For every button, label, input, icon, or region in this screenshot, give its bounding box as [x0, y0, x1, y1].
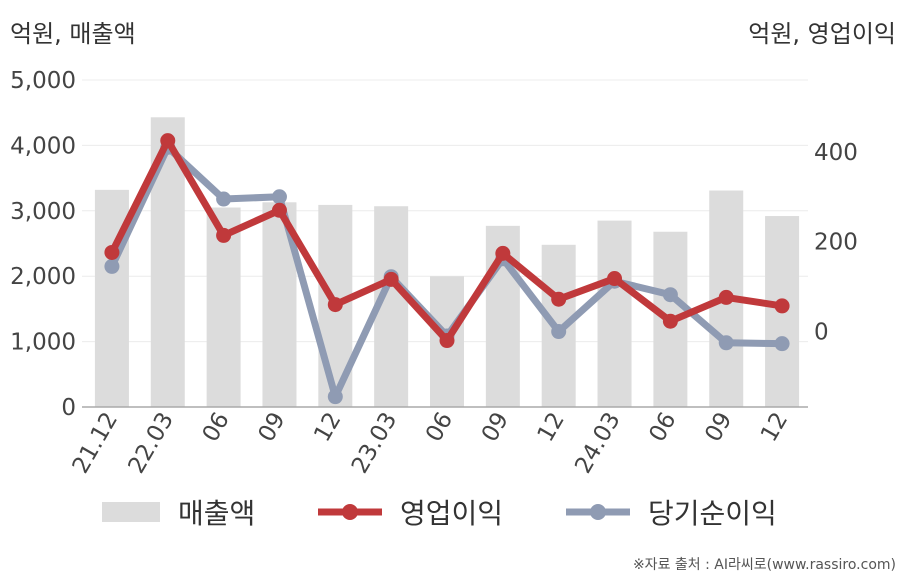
legend-swatch-revenue: [102, 502, 160, 522]
legend-item-net-income: 당기순이익: [566, 492, 777, 532]
left-tick-label: 0: [61, 395, 76, 421]
right-tick-label: 200: [814, 230, 858, 256]
series-point: [607, 271, 623, 287]
x-tick-label: 22.03: [124, 408, 179, 478]
x-axis-ticks: 21.12 22.03 06 09 12 23.03 06 09 12 24.03 06 09 12: [68, 408, 794, 478]
right-tick-label: 0: [814, 320, 829, 346]
series-point: [439, 333, 455, 349]
right-tick-label: 400: [814, 140, 858, 166]
line-series: [104, 133, 790, 405]
line-group: [104, 133, 790, 349]
right-axis-unit-label: 억원, 영업이익: [748, 20, 896, 48]
x-tick-label: 06: [644, 408, 681, 446]
legend-swatch-operating-profit: [318, 504, 382, 520]
legend-label-revenue: 매출액: [178, 497, 256, 530]
x-tick-label: 12: [756, 408, 793, 446]
legend-label-net-income: 당기순이익: [648, 497, 777, 530]
legend-item-operating-profit: 영업이익: [318, 492, 503, 532]
x-tick-label: 09: [700, 408, 737, 446]
left-axis-ticks: 0 1,000 2,000 3,000 4,000 5,000: [10, 68, 76, 421]
left-tick-label: 1,000: [10, 330, 76, 356]
series-point: [774, 298, 790, 314]
series-point: [495, 245, 511, 261]
x-tick-label: 23.03: [347, 408, 402, 478]
series-point: [774, 336, 790, 352]
x-tick-label: 12: [533, 408, 570, 446]
series-point: [216, 227, 232, 243]
series-point: [551, 324, 567, 340]
bar-revenue: [597, 220, 632, 407]
x-tick-label: 09: [254, 408, 291, 446]
x-tick-label: 12: [309, 408, 346, 446]
series-point: [160, 133, 176, 149]
series-point: [216, 191, 232, 207]
x-tick-label: 24.03: [570, 408, 625, 478]
left-tick-label: 2,000: [10, 264, 76, 290]
legend-swatch-net-income: [566, 504, 630, 520]
series-point: [104, 258, 120, 274]
series-point: [104, 244, 120, 260]
bar-series-revenue: [94, 117, 800, 407]
series-point: [718, 289, 734, 305]
legend-item-revenue: 매출액: [102, 492, 255, 532]
series-point: [662, 313, 678, 329]
legend-label-operating-profit: 영업이익: [400, 497, 504, 530]
x-tick-label: 06: [421, 408, 458, 446]
series-point: [718, 335, 734, 351]
series-point: [383, 271, 399, 287]
left-tick-label: 4,000: [10, 133, 76, 159]
source-note: ※자료 출처 : AI라씨로(www.rassiro.com): [632, 557, 896, 573]
left-axis-unit-label: 억원, 매출액: [10, 20, 136, 48]
left-tick-label: 5,000: [10, 68, 76, 94]
left-tick-label: 3,000: [10, 199, 76, 225]
x-tick-label: 09: [477, 408, 514, 446]
x-tick-label: 06: [198, 408, 235, 446]
series-point: [327, 297, 343, 313]
series-point: [662, 287, 678, 303]
series-point: [551, 291, 567, 307]
series-point: [271, 189, 287, 205]
right-axis-ticks: 0 200 400: [814, 140, 858, 346]
series-point: [327, 389, 343, 405]
series-point: [271, 202, 287, 218]
